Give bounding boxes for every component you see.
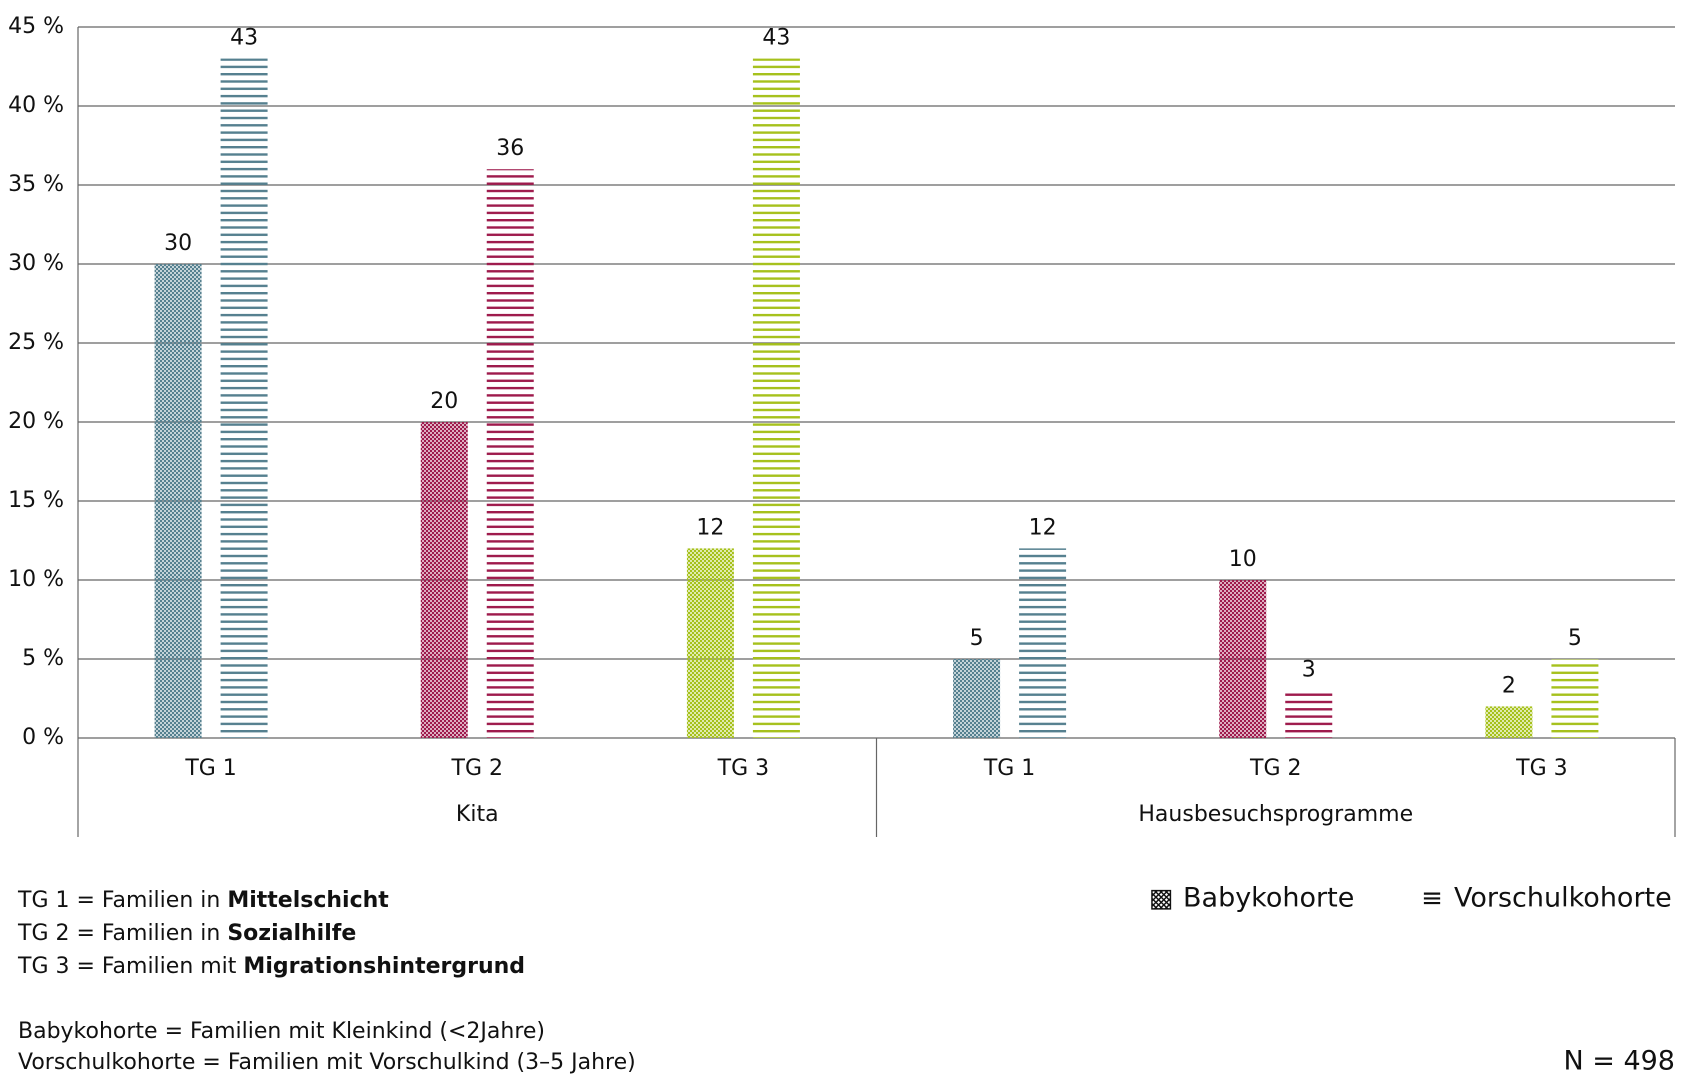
note-part: Migrationshintergrund <box>243 954 525 979</box>
bar <box>686 548 734 738</box>
bar <box>953 659 1001 738</box>
x-tick-label: TG 2 <box>451 756 503 781</box>
value-label: 43 <box>762 26 790 51</box>
bar <box>1285 690 1333 738</box>
bar <box>486 169 534 738</box>
note-part: Mittelschicht <box>227 888 389 913</box>
bar <box>1551 659 1599 738</box>
y-tick-label: 0 % <box>22 725 64 750</box>
group-label: Kita <box>456 802 499 827</box>
x-tick-label: TG 3 <box>717 756 769 781</box>
legend-label: Vorschulkohorte <box>1454 883 1672 914</box>
note-part: Sozialhilfe <box>227 921 356 946</box>
x-tick-label: TG 2 <box>1249 756 1301 781</box>
value-label: 3 <box>1302 658 1316 683</box>
y-tick-label: 20 % <box>8 409 64 434</box>
bar <box>1019 548 1067 738</box>
group-label: Hausbesuchsprogramme <box>1138 802 1413 827</box>
legend-icon: ≡ <box>1421 884 1443 914</box>
y-tick-label: 10 % <box>8 567 64 592</box>
note: TG 2 = Familien in Sozialhilfe <box>17 921 356 946</box>
note: TG 3 = Familien mit Migrationshintergrun… <box>17 954 525 979</box>
y-tick-label: 25 % <box>8 330 64 355</box>
value-label: 10 <box>1229 547 1257 572</box>
value-label: 12 <box>1029 515 1057 540</box>
value-label: 36 <box>496 136 524 161</box>
y-tick-label: 40 % <box>8 93 64 118</box>
y-tick-label: 45 % <box>8 14 64 39</box>
x-tick-label: TG 1 <box>983 756 1035 781</box>
note-part: TG 3 = Familien mit <box>17 954 243 979</box>
value-label: 12 <box>696 515 724 540</box>
bar <box>752 58 800 739</box>
value-label: 30 <box>164 231 192 256</box>
y-tick-label: 35 % <box>8 172 64 197</box>
bar <box>1219 580 1267 738</box>
definition: Vorschulkohorte = Familien mit Vorschulk… <box>18 1050 636 1075</box>
value-label: 5 <box>970 626 984 651</box>
x-tick-label: TG 1 <box>184 756 236 781</box>
bar <box>220 58 268 739</box>
bar <box>154 264 202 738</box>
value-label: 43 <box>230 26 258 51</box>
note-part: TG 2 = Familien in <box>17 921 227 946</box>
value-label: 5 <box>1568 626 1582 651</box>
y-tick-label: 30 % <box>8 251 64 276</box>
bar <box>420 422 468 738</box>
note: TG 1 = Familien in Mittelschicht <box>17 888 389 913</box>
y-tick-label: 15 % <box>8 488 64 513</box>
y-tick-label: 5 % <box>22 646 64 671</box>
bar <box>1485 706 1533 738</box>
sample-size: N = 498 <box>1563 1046 1675 1077</box>
x-tick-label: TG 3 <box>1515 756 1567 781</box>
value-label: 2 <box>1502 673 1516 698</box>
definition: Babykohorte = Familien mit Kleinkind (<2… <box>18 1019 545 1044</box>
legend-label: Babykohorte <box>1183 883 1354 914</box>
legend-icon: ▩ <box>1149 884 1174 914</box>
note-part: TG 1 = Familien in <box>17 888 227 913</box>
value-label: 20 <box>430 389 458 414</box>
